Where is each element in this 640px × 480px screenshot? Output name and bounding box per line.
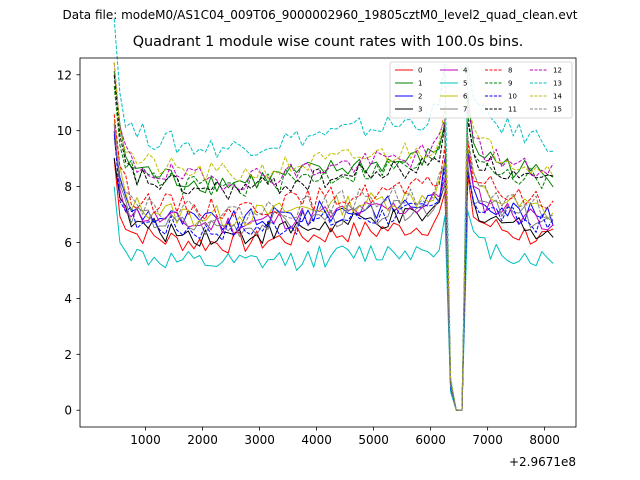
- series-line-15: [113, 125, 554, 411]
- data-file-suptitle: Data file: modeM0/AS1C04_009T06_90000029…: [62, 8, 578, 22]
- x-tick-label: 2000: [187, 433, 218, 447]
- legend-label-15: 15: [553, 106, 562, 114]
- y-tick-label: 12: [57, 68, 72, 82]
- x-tick-label: 8000: [529, 433, 560, 447]
- legend-label-3: 3: [418, 106, 422, 114]
- y-tick-label: 6: [64, 236, 72, 250]
- y-tick-label: 0: [64, 404, 72, 418]
- series-line-9: [113, 86, 554, 411]
- x-offset-label: +2.9671e8: [509, 455, 576, 469]
- x-tick-label: 5000: [358, 433, 389, 447]
- legend-label-10: 10: [508, 93, 517, 101]
- chart-title: Quadrant 1 module wise count rates with …: [132, 34, 524, 50]
- legend-label-11: 11: [508, 106, 517, 114]
- y-tick-label: 2: [64, 348, 72, 362]
- legend-label-4: 4: [463, 67, 468, 75]
- series-line-7: [113, 138, 554, 411]
- y-tick-label: 8: [64, 180, 72, 194]
- y-tick-label: 4: [64, 292, 72, 306]
- series-line-10: [113, 130, 554, 411]
- x-tick-label: 3000: [244, 433, 275, 447]
- series-line-3: [113, 157, 554, 411]
- series-line-5: [113, 186, 554, 411]
- legend-label-6: 6: [463, 93, 468, 101]
- legend-label-5: 5: [463, 80, 467, 88]
- series-line-12: [113, 62, 554, 411]
- series-lines: [113, 18, 554, 411]
- legend-label-14: 14: [553, 93, 562, 101]
- x-tick-label: 6000: [415, 433, 446, 447]
- legend-label-13: 13: [553, 80, 562, 88]
- x-tick-label: 4000: [301, 433, 332, 447]
- series-line-1: [113, 71, 554, 411]
- y-tick-label: 10: [57, 124, 72, 138]
- series-line-11: [113, 74, 554, 411]
- legend-box: [389, 61, 573, 119]
- legend-label-2: 2: [418, 93, 422, 101]
- legend-label-0: 0: [418, 67, 422, 75]
- series-line-0: [113, 158, 554, 411]
- x-tick-label: 1000: [130, 433, 161, 447]
- legend-label-1: 1: [418, 80, 422, 88]
- legend-label-9: 9: [508, 80, 512, 88]
- legend-label-7: 7: [463, 106, 467, 114]
- x-tick-label: 7000: [472, 433, 503, 447]
- axes: 1000 2000 3000 4000 5000 6000 7000 800002468101…: [57, 57, 577, 447]
- series-line-14: [113, 62, 554, 411]
- legend-label-12: 12: [553, 67, 562, 75]
- legend-label-8: 8: [508, 67, 512, 75]
- series-line-8: [113, 114, 554, 411]
